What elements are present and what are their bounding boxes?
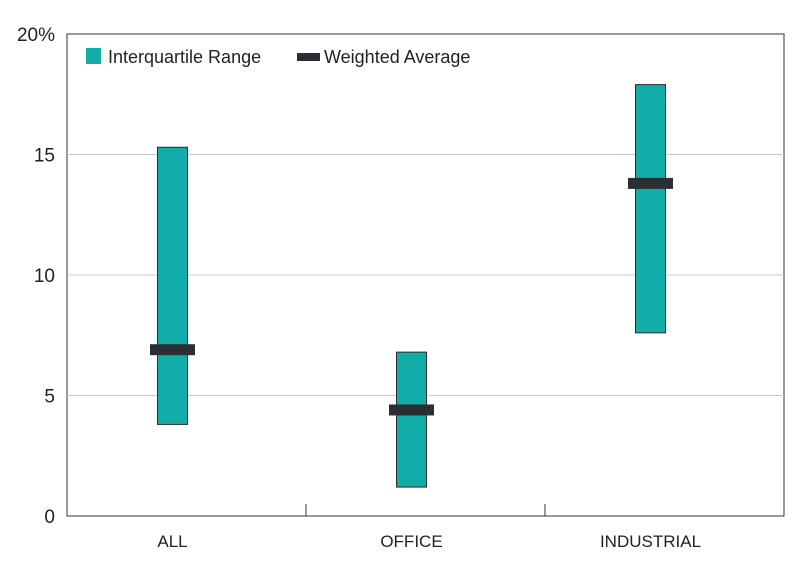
x-tick-label: ALL <box>157 532 187 551</box>
x-tick-label: OFFICE <box>380 532 442 551</box>
range-bar <box>635 84 666 334</box>
x-axis: ALL OFFICE INDUSTRIAL <box>157 504 701 551</box>
average-marker <box>150 344 195 356</box>
y-tick-label: 20% <box>17 25 55 46</box>
y-axis: 0 5 10 15 20% <box>17 25 55 528</box>
y-tick-label: 0 <box>44 507 55 528</box>
average-marker <box>389 404 434 416</box>
legend-swatch-average <box>297 53 320 61</box>
legend-label-range: Interquartile Range <box>108 47 261 67</box>
legend: Interquartile Range Weighted Average <box>86 47 470 67</box>
legend-swatch-range <box>86 48 101 64</box>
range-bar <box>396 351 427 488</box>
range-bar <box>157 146 188 425</box>
y-tick-label: 15 <box>34 146 55 167</box>
x-tick-label: INDUSTRIAL <box>600 532 701 551</box>
data-marks <box>150 84 673 488</box>
average-marker <box>628 177 673 189</box>
legend-label-average: Weighted Average <box>324 47 470 67</box>
y-tick-label: 5 <box>44 387 55 408</box>
y-tick-label: 10 <box>34 266 55 287</box>
